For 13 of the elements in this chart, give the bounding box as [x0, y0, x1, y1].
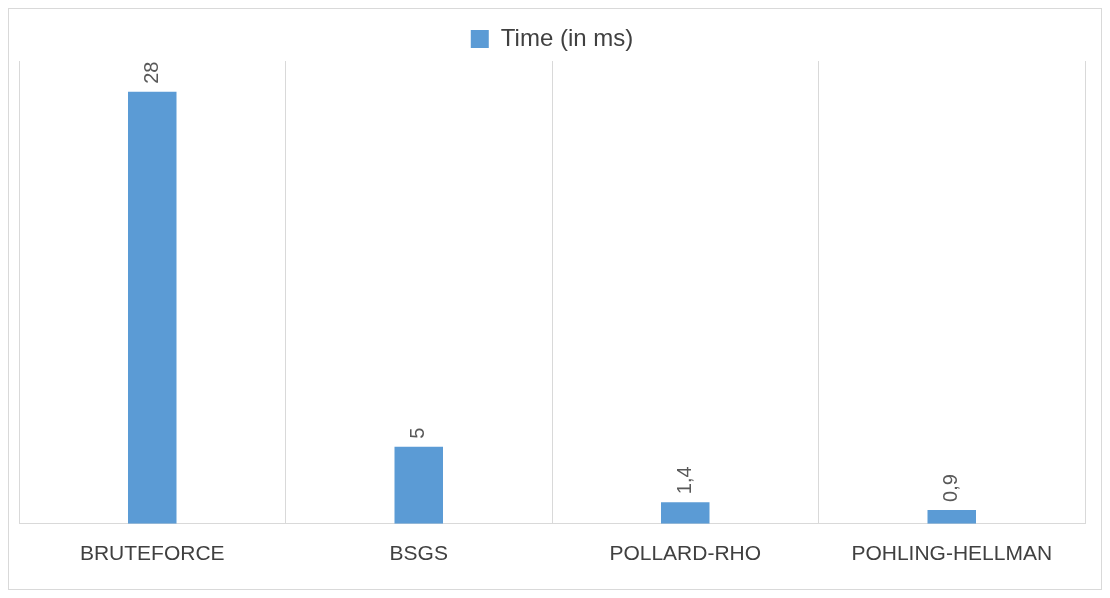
bar	[927, 509, 976, 524]
data-label: 0,9	[939, 474, 962, 502]
x-tick-label: POHLING-HELLMAN	[851, 541, 1053, 565]
x-tick-label: BSGS	[389, 541, 448, 565]
bar	[661, 502, 710, 524]
bar	[128, 91, 177, 524]
x-tick-label: BRUTEFORCE	[79, 541, 225, 565]
data-label: 1,4	[672, 466, 695, 495]
x-tick-label: POLLARD-RHO	[609, 541, 762, 565]
data-label: 5	[406, 427, 429, 439]
bar	[394, 446, 443, 524]
data-label: 28	[139, 61, 162, 84]
legend-label: Time (in ms)	[500, 23, 634, 51]
